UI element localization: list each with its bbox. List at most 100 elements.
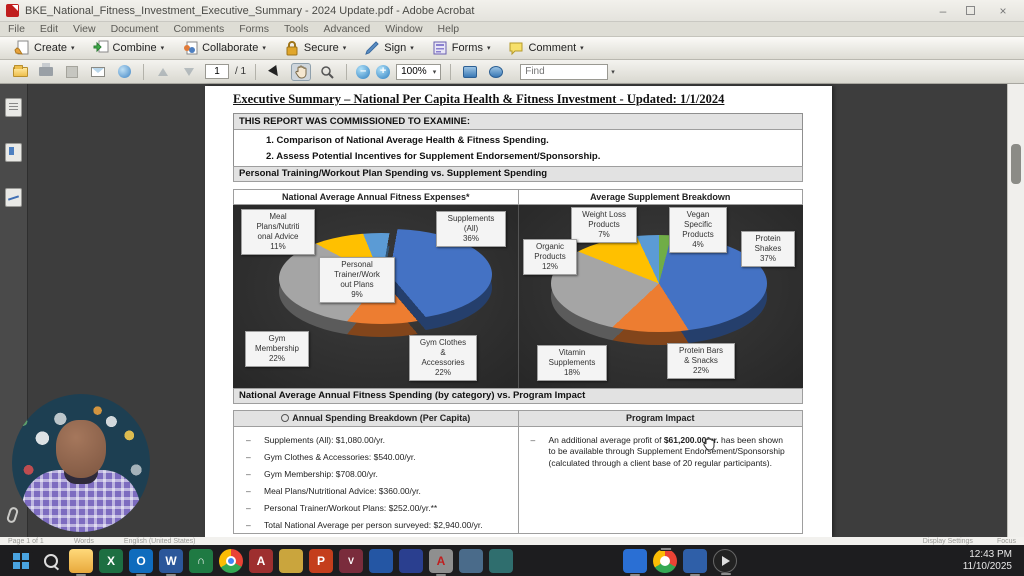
menu-document[interactable]: Document xyxy=(110,23,159,35)
forms-button[interactable]: Forms ▾ xyxy=(428,38,495,58)
program-impact-cell: – An additional average profit of $61,20… xyxy=(517,427,803,534)
open-button[interactable] xyxy=(10,63,30,81)
minimize-button[interactable]: – xyxy=(939,3,947,18)
hand-icon xyxy=(295,65,307,78)
callout-organic: Organic Products 12% xyxy=(523,239,577,275)
select-tool-button[interactable] xyxy=(265,63,285,81)
create-icon xyxy=(14,40,30,56)
outlook-icon[interactable]: O xyxy=(129,548,153,576)
fullscreen-icon xyxy=(489,65,504,78)
remote-window-icon[interactable] xyxy=(683,548,707,576)
video-app-icon[interactable]: V xyxy=(339,548,363,573)
pen-icon xyxy=(364,40,380,56)
combine-button[interactable]: Combine ▾ xyxy=(89,38,169,58)
commissioned-item-1: 1. Comparison of National Average Health… xyxy=(266,135,549,146)
printer-app-icon[interactable] xyxy=(399,548,423,573)
callout-weight-loss: Weight Loss Products 7% xyxy=(571,207,637,243)
spending-impact-table: Annual Spending Breakdown (Per Capita) P… xyxy=(233,410,803,534)
calculator-icon[interactable] xyxy=(489,548,513,573)
upload-button[interactable] xyxy=(114,63,134,81)
comment-button[interactable]: Comment ▾ xyxy=(504,38,587,58)
secure-button[interactable]: Secure ▾ xyxy=(280,38,350,58)
green-app-icon[interactable]: ∩ xyxy=(189,548,213,573)
document-title: Executive Summary – National Per Capita … xyxy=(233,92,725,106)
status-words: Words xyxy=(73,537,94,545)
chart1-title: National Average Annual Fitness Expenses… xyxy=(281,192,470,202)
media-player-icon[interactable] xyxy=(713,548,737,575)
vertical-scrollbar[interactable] xyxy=(1007,84,1024,537)
notepad-icon[interactable] xyxy=(459,548,483,573)
scanner-icon[interactable] xyxy=(369,548,393,573)
word-icon[interactable]: W xyxy=(159,548,183,576)
fullscreen-button[interactable] xyxy=(486,63,506,81)
pages-panel-icon[interactable] xyxy=(5,98,22,117)
scroll-view-icon xyxy=(463,65,478,78)
taskbar-clock[interactable]: 12:43 PM 11/10/2025 xyxy=(963,549,1018,573)
scrollbar-thumb[interactable] xyxy=(1011,144,1021,184)
commissioned-header: THIS REPORT WAS COMMISSIONED TO EXAMINE: xyxy=(234,114,802,130)
clock-date: 11/10/2025 xyxy=(962,560,1012,572)
chrome-recording-icon[interactable] xyxy=(653,546,677,573)
status-display-settings: Display Settings xyxy=(922,537,973,545)
powerpoint-icon[interactable]: P xyxy=(309,548,333,573)
marquee-zoom-button[interactable] xyxy=(317,63,337,81)
callout-protein-bars: Protein Bars & Snacks 22% xyxy=(667,343,735,379)
print-button[interactable] xyxy=(36,63,56,81)
hand-tool-button[interactable] xyxy=(291,62,312,81)
menu-tools[interactable]: Tools xyxy=(283,23,309,35)
start-button[interactable] xyxy=(9,548,33,573)
col-header-impact: Program Impact xyxy=(517,411,803,426)
menu-advanced[interactable]: Advanced xyxy=(323,23,371,35)
background-status-bar: Page 1 of 1 Words English (United States… xyxy=(0,537,1024,545)
chevron-down-icon: ▾ xyxy=(432,68,437,76)
menu-window[interactable]: Window xyxy=(385,23,423,35)
commissioned-item-2: 2. Assess Potential Incentives for Suppl… xyxy=(266,151,601,162)
find-dropdown-icon[interactable]: ▾ xyxy=(611,68,615,76)
collaborate-button[interactable]: Collaborate ▾ xyxy=(178,38,270,58)
signatures-panel-icon[interactable] xyxy=(5,188,22,207)
menu-edit[interactable]: Edit xyxy=(39,23,59,35)
find-input[interactable] xyxy=(520,63,609,80)
menu-help[interactable]: Help xyxy=(437,23,460,35)
printer-icon xyxy=(39,63,53,76)
zoom-out-button[interactable]: – xyxy=(356,64,371,79)
access-icon[interactable]: A xyxy=(249,548,273,573)
file-explorer-icon[interactable] xyxy=(69,548,93,576)
email-button[interactable] xyxy=(88,63,108,81)
menu-comments[interactable]: Comments xyxy=(173,23,225,35)
acrobat-taskbar-icon[interactable]: A xyxy=(429,548,453,576)
magnifier-icon xyxy=(321,65,334,79)
supplement-breakdown-pie xyxy=(551,235,767,345)
hand-cursor xyxy=(703,436,717,452)
maximize-button[interactable] xyxy=(966,4,980,18)
menu-view[interactable]: View xyxy=(73,23,96,35)
photos-icon[interactable] xyxy=(623,548,647,576)
sticky-notes-icon[interactable] xyxy=(279,548,303,573)
spending-item: – Meal Plans/Nutritional Advice: $360.00/… xyxy=(246,486,421,496)
section-header-spending-vs-supplement: Personal Training/Workout Plan Spending … xyxy=(233,166,803,182)
zoom-in-button[interactable]: + xyxy=(376,64,391,79)
create-button[interactable]: Create ▾ xyxy=(10,38,79,58)
bookmarks-panel-icon[interactable] xyxy=(5,143,22,162)
next-page-button[interactable] xyxy=(179,63,199,81)
excel-icon[interactable]: X xyxy=(99,548,123,573)
navigation-toolbar: 1 / 1 – + 100%▾ ▾ xyxy=(0,60,1024,84)
callout-personal-trainer: Personal Trainer/Work out Plans 9% xyxy=(319,257,395,303)
close-button[interactable]: × xyxy=(999,3,1007,18)
menu-bar: File Edit View Document Comments Forms T… xyxy=(0,22,1024,37)
scrolling-mode-button[interactable] xyxy=(460,63,480,81)
zoom-level-dropdown[interactable]: 100% ▾ xyxy=(396,63,442,80)
impact-amount: $61,200.00/yr. xyxy=(663,435,719,445)
spending-item: – Gym Clothes & Accessories: $540.00/yr. xyxy=(246,452,416,462)
sign-button[interactable]: Sign ▾ xyxy=(360,38,418,58)
attachments-paperclip-icon[interactable] xyxy=(5,506,20,524)
menu-forms[interactable]: Forms xyxy=(239,23,269,35)
page-number-input[interactable]: 1 xyxy=(205,64,229,79)
previous-page-button[interactable] xyxy=(153,63,173,81)
chrome-icon[interactable] xyxy=(219,548,243,573)
search-icon[interactable] xyxy=(39,549,63,573)
spending-item: – Total National Average per person surve… xyxy=(246,520,483,530)
status-focus: Focus xyxy=(996,537,1016,545)
menu-file[interactable]: File xyxy=(8,23,25,35)
save-button[interactable] xyxy=(62,63,82,81)
